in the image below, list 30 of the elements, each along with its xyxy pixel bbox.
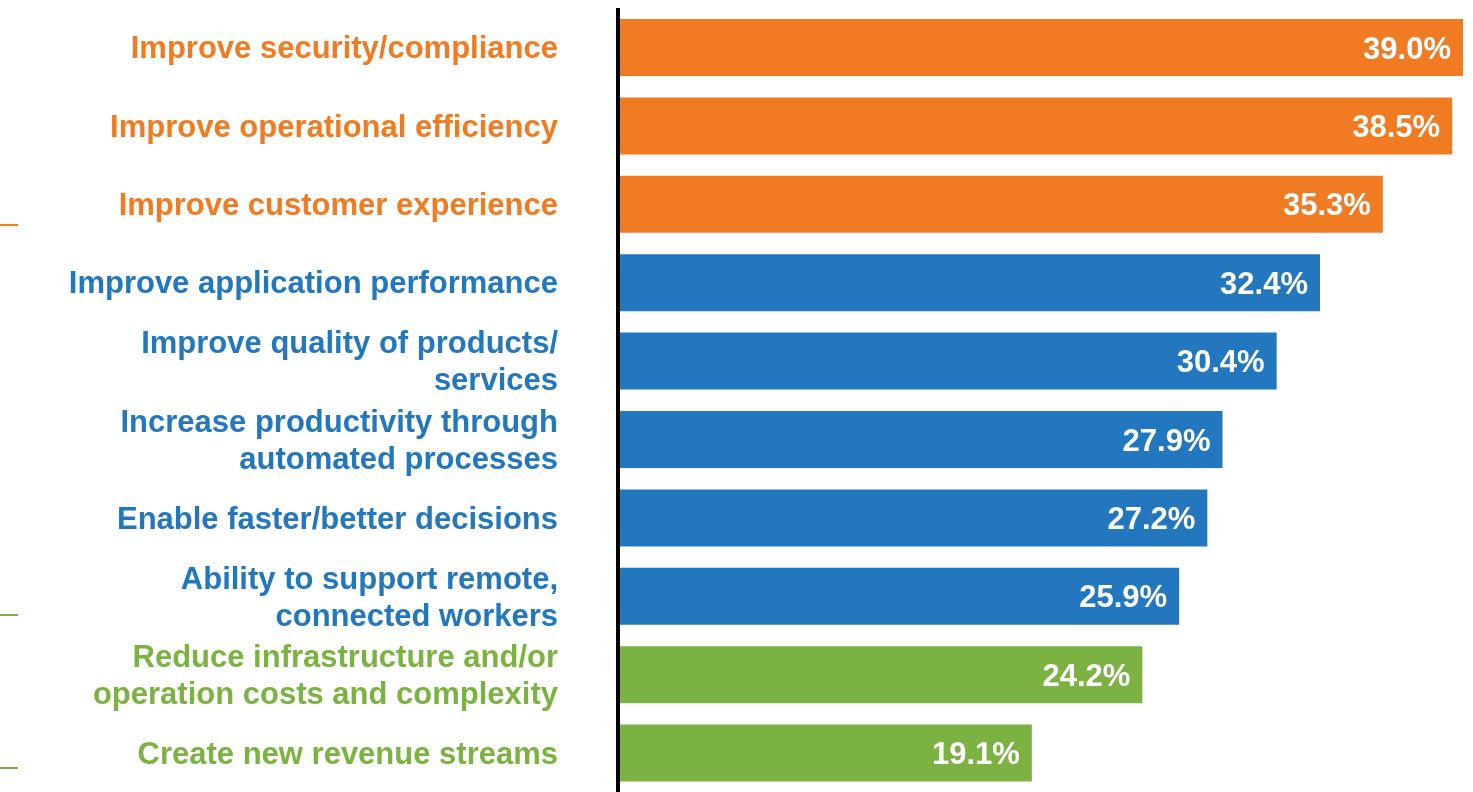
bar bbox=[618, 332, 1277, 390]
bar bbox=[618, 646, 1143, 704]
y-tick-label: Create new revenue streams bbox=[137, 735, 558, 771]
y-tick-label: Improve security/compliance bbox=[130, 29, 558, 65]
y-tick-label: Enable faster/better decisions bbox=[116, 500, 558, 536]
bar bbox=[618, 567, 1180, 625]
data-label: 27.2% bbox=[1107, 500, 1196, 536]
data-label: 27.9% bbox=[1122, 422, 1211, 458]
bar bbox=[618, 19, 1463, 76]
data-label: 39.0% bbox=[1363, 30, 1451, 66]
y-tick-label: Reduce infrastructure and/or operation costs and complexity bbox=[92, 638, 559, 711]
data-label: 24.2% bbox=[1042, 657, 1131, 693]
data-label: 25.9% bbox=[1079, 579, 1168, 615]
y-tick-label: Increase productivity through automated processes bbox=[120, 403, 558, 476]
y-tick-label: Ability to support remote, connected workers bbox=[180, 560, 558, 632]
y-tick-label: Improve quality of products/ services bbox=[141, 324, 559, 397]
bar bbox=[618, 254, 1320, 312]
bar bbox=[618, 411, 1223, 468]
y-tick-label: Improve application performance bbox=[68, 264, 558, 300]
data-label: 38.5% bbox=[1352, 108, 1441, 144]
data-label: 19.1% bbox=[931, 736, 1020, 772]
data-label: 30.4% bbox=[1176, 344, 1265, 380]
bar bbox=[618, 724, 1032, 782]
y-tick-label: Improve operational efficiency bbox=[110, 108, 559, 144]
data-label: 32.4% bbox=[1220, 265, 1308, 301]
bar bbox=[618, 489, 1208, 547]
y-tick-label: Improve customer experience bbox=[118, 186, 558, 222]
data-label: 35.3% bbox=[1282, 187, 1371, 223]
bar bbox=[618, 97, 1453, 155]
bar bbox=[618, 175, 1383, 233]
